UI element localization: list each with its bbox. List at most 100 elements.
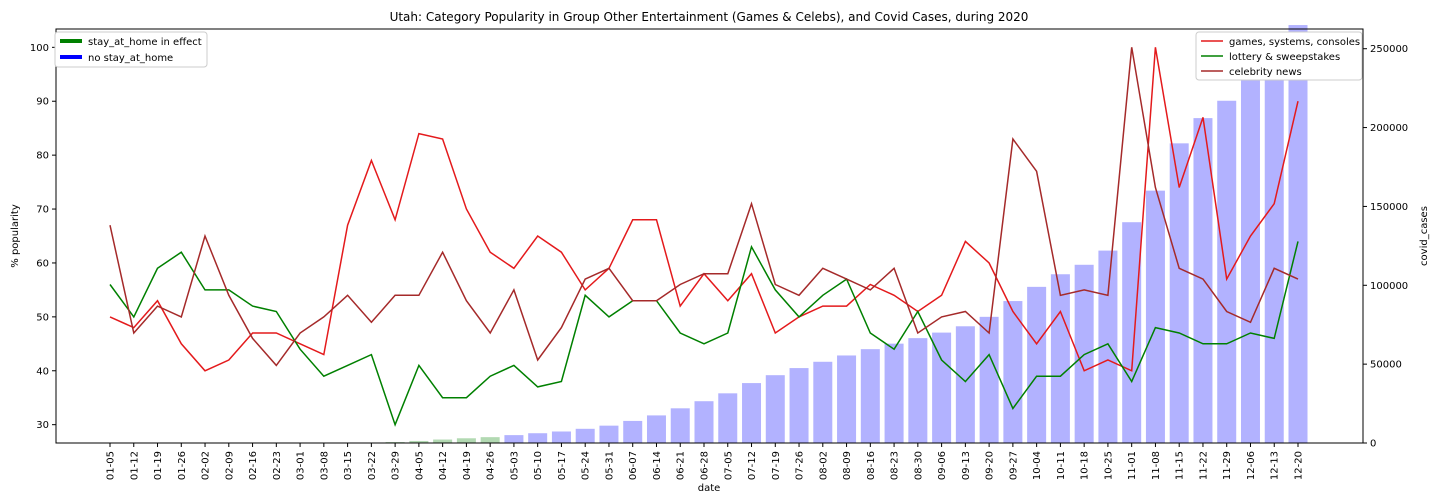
- covid-bar-04-12: [433, 439, 453, 443]
- y-tick-label: 70: [36, 205, 49, 216]
- covid-bar-12-06: [1240, 64, 1260, 443]
- x-tick-label: 11-22: [1198, 451, 1209, 480]
- x-tick-label: 03-29: [391, 451, 402, 480]
- x-tick-label: 03-22: [367, 451, 378, 480]
- covid-bar-08-02: [813, 361, 833, 443]
- x-tick-label: 11-15: [1175, 451, 1186, 480]
- y2-tick-label: 0: [1370, 439, 1376, 450]
- y-axis-label: % popularity: [10, 204, 21, 268]
- x-tick-label: 07-19: [771, 451, 782, 480]
- x-tick-label: 01-12: [129, 451, 140, 480]
- covid-bar-07-05: [718, 393, 738, 443]
- covid-bar-05-17: [551, 431, 571, 443]
- x-tick-label: 03-01: [296, 451, 307, 480]
- x-tick-label: 09-06: [937, 451, 948, 480]
- x-tick-label: 01-19: [153, 451, 164, 480]
- covid-bar-07-26: [789, 368, 809, 443]
- x-tick-label: 05-03: [509, 451, 520, 480]
- x-tick-label: 06-28: [700, 451, 711, 480]
- x-tick-label: 08-16: [866, 451, 877, 480]
- x-tick-label: 10-18: [1080, 451, 1091, 480]
- x-tick-label: 01-26: [177, 451, 188, 480]
- covid-bar-04-19: [456, 438, 476, 443]
- legend-label-stay: stay_at_home in effect: [88, 37, 202, 48]
- x-tick-label: 12-13: [1270, 451, 1281, 480]
- x-tick-label: 08-09: [842, 451, 853, 480]
- covid-bar-08-16: [860, 349, 880, 443]
- x-tick-label: 11-08: [1151, 451, 1162, 480]
- x-tick-label: 06-07: [628, 451, 639, 480]
- plot-frame: [55, 28, 1364, 444]
- x-tick-label: 02-16: [248, 451, 259, 480]
- covid-bar-04-05: [409, 440, 429, 443]
- covid-bar-08-23: [884, 343, 904, 443]
- x-tick-label: 02-23: [272, 451, 283, 480]
- covid-bar-10-25: [1098, 250, 1118, 443]
- x-tick-label: 01-05: [106, 451, 117, 480]
- series-line-1: [109, 47, 1299, 372]
- lines-layer: [109, 47, 1299, 427]
- legend-series: games, systems, consoles lottery & sweeps…: [1195, 31, 1363, 81]
- y-tick-label: 30: [36, 420, 49, 431]
- covid-bar-12-20: [1288, 25, 1308, 444]
- x-tick-label: 07-26: [795, 451, 806, 480]
- x-tick-label: 11-29: [1222, 451, 1233, 480]
- covid-bar-05-10: [528, 433, 548, 443]
- y2-axis-label: covid_cases: [1419, 206, 1430, 266]
- x-tick-label: 04-12: [438, 451, 449, 480]
- y2-tick-label: 50000: [1370, 360, 1402, 371]
- x-tick-label: 08-30: [913, 451, 924, 480]
- covid-bar-09-13: [955, 326, 975, 443]
- covid-bar-09-20: [979, 316, 999, 443]
- x-tick-label: 06-14: [652, 451, 663, 480]
- covid-bar-08-09: [837, 355, 857, 443]
- x-tick-label: 05-31: [604, 451, 615, 480]
- covid-bar-04-26: [480, 437, 500, 443]
- x-tick-label: 06-21: [676, 451, 687, 480]
- covid-bar-09-27: [1003, 301, 1023, 443]
- covid-bar-08-30: [908, 338, 928, 443]
- covid-bar-06-28: [694, 401, 714, 443]
- legend-label-2: lottery & sweepstakes: [1229, 52, 1340, 63]
- covid-bar-12-13: [1264, 40, 1284, 443]
- covid-bar-06-07: [623, 420, 643, 443]
- x-tick-label: 04-26: [486, 451, 497, 480]
- y-tick-label: 50: [36, 312, 49, 323]
- y-axis-left: 30 40 50 60 70 80 90 100: [30, 43, 56, 431]
- x-tick-label: 02-02: [201, 451, 212, 480]
- x-tick-label: 05-10: [533, 451, 544, 480]
- y2-tick-label: 100000: [1370, 281, 1408, 292]
- y2-tick-label: 200000: [1370, 123, 1408, 134]
- x-tick-label: 05-24: [581, 451, 592, 480]
- covid-bar-09-06: [932, 332, 952, 443]
- covid-bar-11-29: [1217, 100, 1237, 443]
- legend-label-3: celebrity news: [1229, 67, 1302, 78]
- x-tick-label: 09-27: [1008, 451, 1019, 480]
- covid-bar-07-12: [742, 383, 762, 443]
- covid-bar-10-11: [1050, 274, 1070, 443]
- x-tick-label: 10-04: [1032, 451, 1043, 480]
- series-line-2: [109, 241, 1299, 427]
- x-tick-label: 03-15: [343, 451, 354, 480]
- covid-bar-11-08: [1145, 190, 1165, 443]
- x-tick-label: 08-02: [818, 451, 829, 480]
- x-tick-label: 11-01: [1127, 451, 1138, 480]
- x-tick-label: 12-20: [1294, 451, 1305, 480]
- x-tick-label: 04-19: [462, 451, 473, 480]
- x-tick-label: 07-05: [723, 451, 734, 480]
- series-line-3: [109, 47, 1299, 367]
- x-tick-label: 10-11: [1056, 451, 1067, 480]
- y-tick-label: 40: [36, 366, 49, 377]
- x-tick-label: 05-17: [557, 451, 568, 480]
- y-axis-right: 0 50000 100000 150000 200000 250000: [1363, 44, 1408, 450]
- covid-bar-11-15: [1169, 143, 1189, 444]
- covid-bar-10-04: [1027, 286, 1047, 443]
- legend-label-no-stay: no stay_at_home: [88, 53, 173, 64]
- covid-bar-11-01: [1122, 222, 1142, 443]
- legend-stay-at-home: stay_at_home in effect no stay_at_home: [54, 31, 208, 68]
- x-axis-label: date: [698, 483, 721, 494]
- x-tick-label: 10-25: [1103, 451, 1114, 480]
- x-tick-label: 12-06: [1246, 451, 1257, 480]
- x-tick-label: 07-12: [747, 451, 758, 480]
